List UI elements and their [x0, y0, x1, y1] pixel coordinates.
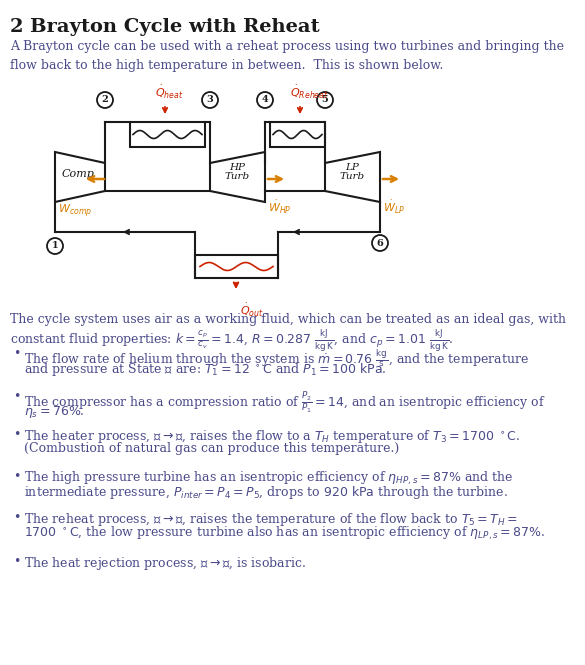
Text: Brayton Cycle with Reheat: Brayton Cycle with Reheat	[30, 18, 319, 36]
Text: •: •	[13, 470, 20, 483]
Text: •: •	[13, 428, 20, 441]
Text: $\eta_s = 76\%$.: $\eta_s = 76\%$.	[24, 404, 85, 420]
Text: The compressor has a compression ratio of $\frac{P_2}{P_1} = 14$, and an isentro: The compressor has a compression ratio o…	[24, 390, 546, 415]
Text: intermediate pressure, $P_{inter} = P_4 = P_5$, drops to $920\ \mathrm{kPa}$ thr: intermediate pressure, $P_{inter} = P_4 …	[24, 484, 508, 501]
Text: The heat rejection process, ⑥$\rightarrow$①, is isobaric.: The heat rejection process, ⑥$\rightarro…	[24, 555, 306, 572]
Text: The heater process, ②$\rightarrow$③, raises the flow to a $T_H$ temperature of $: The heater process, ②$\rightarrow$③, rai…	[24, 428, 520, 445]
Text: The reheat process, ④$\rightarrow$⑤, raises the temperature of the flow back to : The reheat process, ④$\rightarrow$⑤, rai…	[24, 511, 518, 528]
Text: 2: 2	[102, 96, 108, 104]
Bar	[195, 255, 278, 278]
Bar	[130, 122, 205, 147]
Text: •: •	[13, 555, 20, 568]
Text: 3: 3	[207, 96, 214, 104]
Text: Comp: Comp	[61, 169, 94, 179]
Text: $\dot{Q}_{out}$: $\dot{Q}_{out}$	[240, 302, 264, 319]
Text: 4: 4	[261, 96, 269, 104]
Text: 5: 5	[322, 96, 328, 104]
Text: The high pressure turbine has an isentropic efficiency of $\eta_{HP,s} = 87\%$ a: The high pressure turbine has an isentro…	[24, 470, 514, 487]
Text: 6: 6	[377, 239, 383, 247]
Text: 2: 2	[10, 18, 23, 36]
Text: and pressure at State ① are: $T_1 = 12\ ^\circ\mathrm{C}$ and $P_1 = 100\ \mathr: and pressure at State ① are: $T_1 = 12\ …	[24, 361, 387, 378]
Text: $\dot{W}_{HP}$: $\dot{W}_{HP}$	[268, 199, 291, 216]
Bar	[270, 122, 325, 147]
Text: The cycle system uses air as a working fluid, which can be treated as an ideal g: The cycle system uses air as a working f…	[10, 313, 566, 326]
Text: (Combustion of natural gas can produce this temperature.): (Combustion of natural gas can produce t…	[24, 442, 399, 455]
Text: $1700\ ^\circ\mathrm{C}$, the low pressure turbine also has an isentropic effici: $1700\ ^\circ\mathrm{C}$, the low pressu…	[24, 525, 545, 542]
Text: The flow rate of helium through the system is $\dot{m} = 0.76\ \frac{\mathrm{kg}: The flow rate of helium through the syst…	[24, 347, 529, 369]
Text: A Brayton cycle can be used with a reheat process using two turbines and bringin: A Brayton cycle can be used with a rehea…	[10, 40, 564, 72]
Text: •: •	[13, 347, 20, 360]
Text: 1: 1	[51, 241, 58, 251]
Text: constant fluid properties: $k = \frac{c_p}{c_v} = 1.4$, $R = 0.287\ \frac{\mathr: constant fluid properties: $k = \frac{c_…	[10, 327, 453, 353]
Text: $\dot{Q}_{heat}$: $\dot{Q}_{heat}$	[155, 84, 184, 101]
Text: •: •	[13, 390, 20, 403]
Text: $\dot{W}_{LP}$: $\dot{W}_{LP}$	[383, 199, 405, 216]
Text: LP
Turb: LP Turb	[340, 163, 365, 182]
Text: •: •	[13, 511, 20, 524]
Text: $\dot{Q}_{Reheat}$: $\dot{Q}_{Reheat}$	[290, 84, 329, 101]
Text: HP
Turb: HP Turb	[225, 163, 250, 182]
Text: $\dot{W}_{comp}$: $\dot{W}_{comp}$	[58, 199, 92, 219]
